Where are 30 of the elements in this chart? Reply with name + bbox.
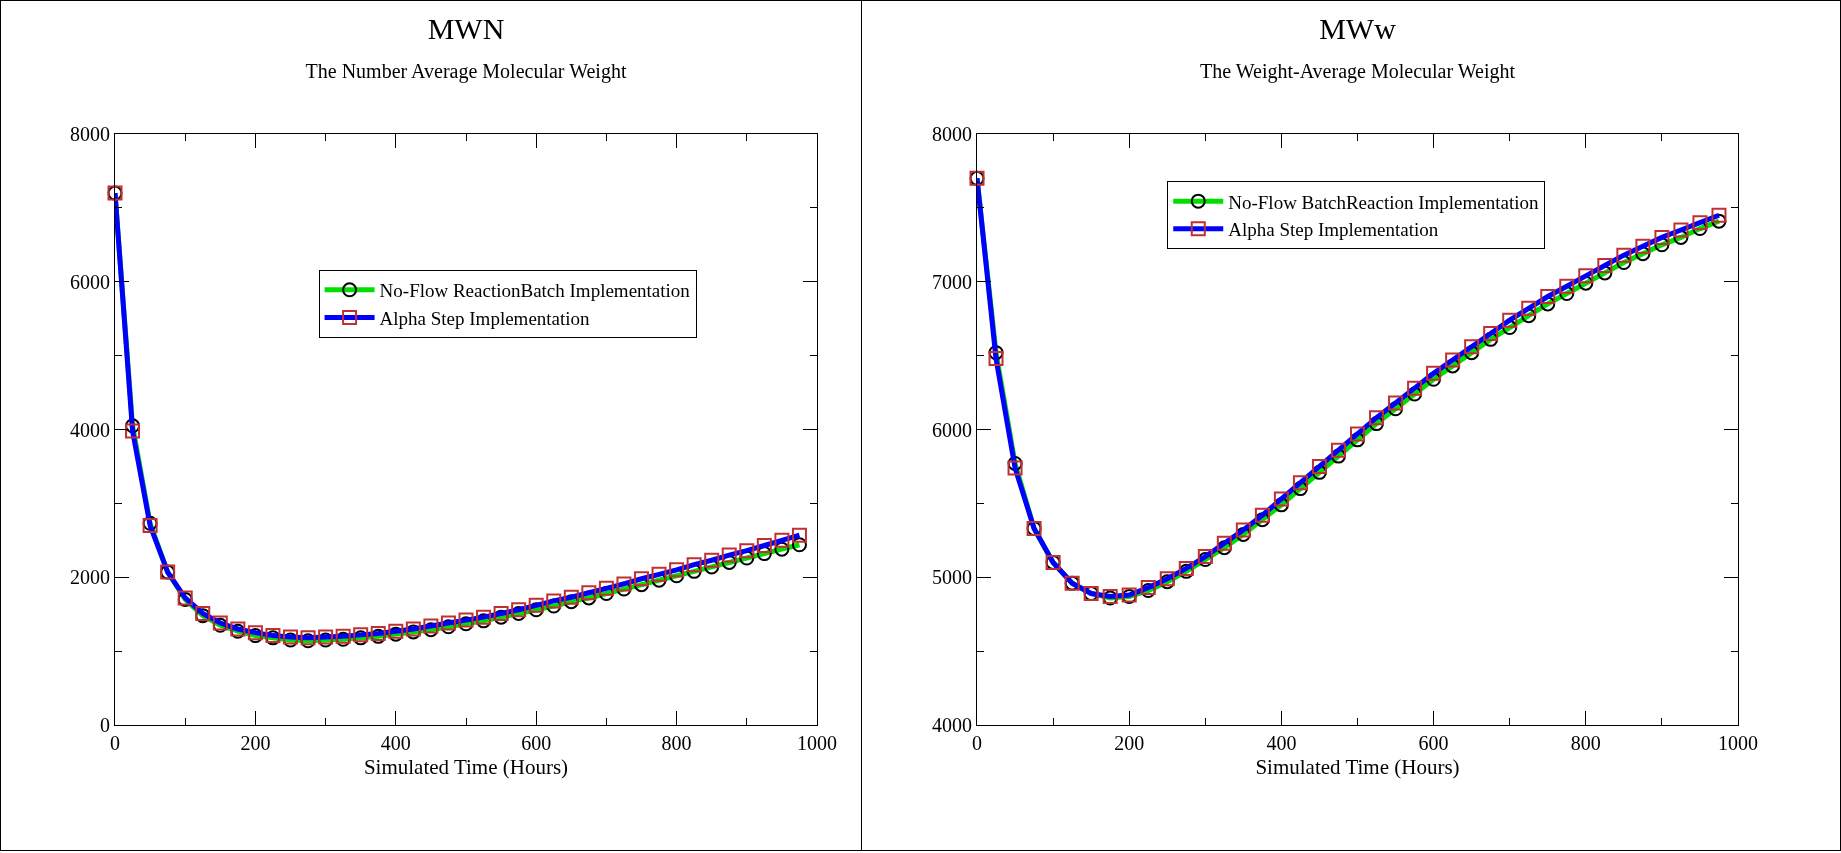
- legend-label: No-Flow ReactionBatch Implementation: [379, 280, 691, 302]
- x-tick-label: 200: [1114, 732, 1145, 754]
- y-tick-label: 6000: [932, 418, 972, 441]
- legend-label: No-Flow BatchReaction Implementation: [1228, 191, 1540, 213]
- x-tick-label: 400: [380, 732, 411, 754]
- chart-title: MWN: [427, 12, 505, 46]
- y-tick-label: 5000: [932, 566, 972, 589]
- x-axis-title: Simulated Time (Hours): [363, 755, 569, 780]
- chart-title: MWw: [1319, 12, 1397, 46]
- y-tick-label: 6000: [70, 270, 110, 293]
- chart-subtitle: The Number Average Molecular Weight: [305, 60, 627, 84]
- x-tick-label: 600: [521, 732, 552, 754]
- legend-label: Alpha Step Implementation: [1228, 219, 1439, 241]
- x-tick-label: 200: [240, 732, 271, 754]
- x-axis-title: Simulated Time (Hours): [1255, 755, 1460, 780]
- x-tick-label: 400: [1266, 732, 1297, 754]
- y-tick-label: 8000: [70, 123, 110, 145]
- chart-subtitle: The Weight-Average Molecular Weight: [1200, 60, 1516, 84]
- y-tick-label: 7000: [932, 270, 972, 293]
- y-tick-label: 2000: [70, 566, 110, 589]
- x-tick-label: 800: [1570, 732, 1601, 754]
- y-tick-label: 4000: [932, 714, 972, 736]
- y-tick-label: 4000: [70, 418, 110, 441]
- x-tick-label: 1000: [1718, 732, 1758, 754]
- y-tick-label: 8000: [932, 123, 972, 145]
- y-tick-label: 0: [100, 714, 110, 736]
- x-tick-label: 600: [1418, 732, 1449, 754]
- x-tick-label: 800: [661, 732, 692, 754]
- x-tick-label: 1000: [797, 732, 837, 754]
- legend-label: Alpha Step Implementation: [379, 307, 591, 329]
